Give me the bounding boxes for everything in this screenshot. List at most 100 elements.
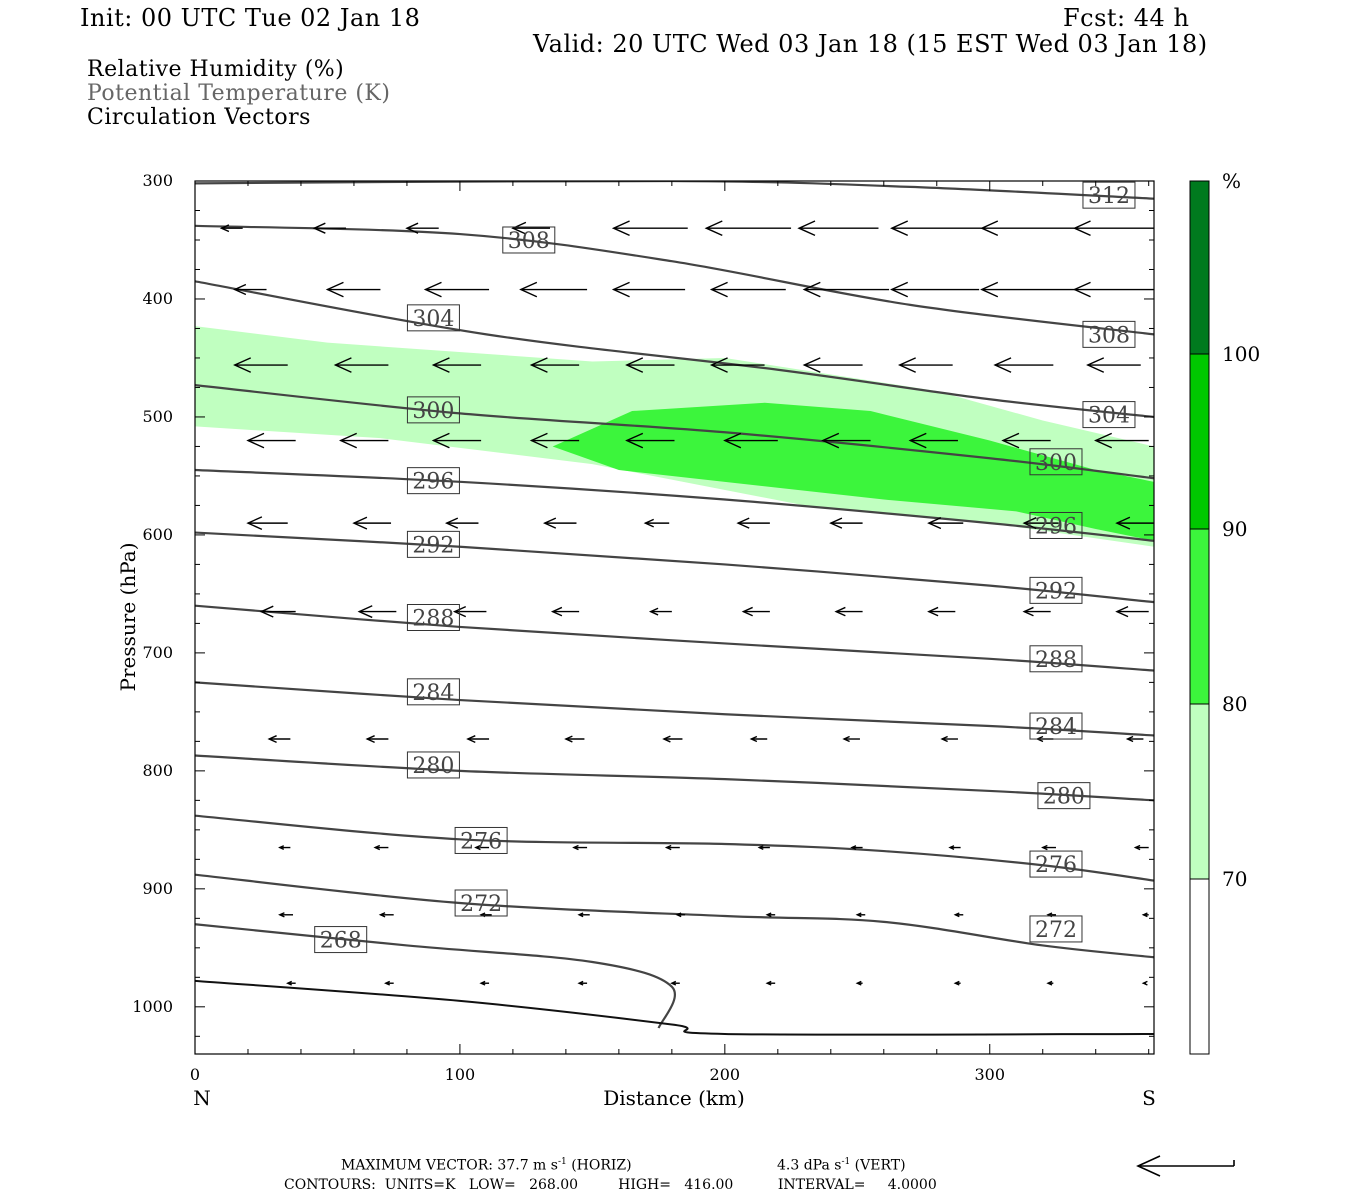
vector-head xyxy=(444,517,459,529)
vector-head xyxy=(709,357,728,373)
vector-arrow xyxy=(1041,844,1056,851)
contours-info: CONTOURS: UNITS=K LOW= 268.00 HIGH= 416.… xyxy=(284,1177,937,1193)
vector-head xyxy=(1041,844,1048,851)
contour-label-text: 272 xyxy=(460,892,502,917)
vector-arrow xyxy=(1141,912,1149,918)
contour-label-text: 292 xyxy=(1035,579,1077,604)
vector-arrow xyxy=(625,357,675,373)
vector-head xyxy=(704,220,723,237)
theta-contour-layer xyxy=(195,181,1154,1036)
vector-arrow xyxy=(479,980,490,986)
vector-arrow xyxy=(662,735,683,743)
vector-head xyxy=(365,735,375,743)
contour-label-box xyxy=(406,678,460,706)
theta-contour-308 xyxy=(195,224,1154,336)
vector-arrow xyxy=(1072,220,1154,237)
vector-head xyxy=(278,912,285,918)
vector-head xyxy=(325,281,344,298)
theta-contour-268 xyxy=(195,923,676,1029)
vector-head xyxy=(423,281,442,298)
vector-head xyxy=(267,735,277,743)
contour-label-text: 296 xyxy=(1035,514,1077,539)
colorbar-segment xyxy=(1190,529,1209,704)
vector-arrow xyxy=(765,912,776,918)
vector-arrow xyxy=(709,281,786,298)
vector-arrow xyxy=(1094,432,1149,449)
vector-head xyxy=(953,980,960,986)
theta-contour-272 xyxy=(195,873,1154,959)
vector-head xyxy=(834,606,846,617)
vector-arrow xyxy=(993,357,1054,373)
x-end-label-north: N xyxy=(193,1086,211,1110)
max-vector-label: MAXIMUM VECTOR: 37.7 m s xyxy=(341,1157,558,1174)
vector-head xyxy=(519,281,538,298)
vector-head xyxy=(953,912,960,918)
contour-label-text: 304 xyxy=(1088,404,1130,429)
vector-arrow xyxy=(246,516,288,531)
contour-label-text: 288 xyxy=(412,607,454,632)
contour-label-box xyxy=(1029,448,1083,476)
x-end-label-south: S xyxy=(1142,1086,1156,1110)
valid-time: Valid: 20 UTC Wed 03 Jan 18 (15 EST Wed … xyxy=(533,30,1208,58)
colorbar-label: 80 xyxy=(1222,692,1247,716)
vector-arrow xyxy=(378,912,394,918)
vector-head xyxy=(1115,516,1131,530)
vert-vector-text: 4.3 dPa s-1 (VERT) xyxy=(777,1157,906,1174)
max-vector-unit-sup: -1 xyxy=(557,1157,567,1167)
vector-arrow xyxy=(890,281,980,298)
colorbar-segment xyxy=(1190,879,1209,1054)
vector-arrow xyxy=(802,281,890,298)
contour-label-box xyxy=(406,304,460,332)
contour-label-284: 284 xyxy=(406,678,460,706)
vector-arrow xyxy=(611,220,688,237)
vector-arrow xyxy=(233,283,267,296)
reference-vector-head xyxy=(1136,1155,1161,1177)
legend-rh: Relative Humidity (%) xyxy=(87,57,345,82)
contour-label-text: 292 xyxy=(412,533,454,558)
vector-head xyxy=(378,912,386,918)
vector-arrow xyxy=(511,221,550,235)
vector-arrow xyxy=(948,845,961,850)
reference-vector xyxy=(1136,1155,1235,1177)
vector-arrow xyxy=(384,980,394,986)
vector-head xyxy=(821,432,840,449)
vector-head xyxy=(1125,735,1134,743)
vector-arrow xyxy=(704,220,792,237)
vector-arrow xyxy=(675,912,686,918)
contour-label-300: 300 xyxy=(406,396,460,424)
vector-head xyxy=(286,980,293,986)
contour-label-text: 300 xyxy=(412,399,454,424)
contour-label-box xyxy=(454,889,508,917)
vector-head xyxy=(625,357,644,373)
colorbar-label: 90 xyxy=(1222,517,1247,541)
y-tick-label: 1000 xyxy=(132,997,173,1016)
vector-arrow xyxy=(357,605,397,619)
vector-arrow xyxy=(405,222,439,234)
contour-label-box xyxy=(314,926,368,954)
vector-head xyxy=(741,606,753,617)
vector-arrow xyxy=(1046,980,1054,986)
colorbar-label: 70 xyxy=(1222,867,1247,891)
vector-arrow xyxy=(648,607,672,616)
contour-label-284: 284 xyxy=(1029,712,1083,740)
contour-label-288: 288 xyxy=(406,604,460,632)
vector-head xyxy=(1072,281,1091,298)
vector-arrow xyxy=(842,735,860,743)
contour-label-280: 280 xyxy=(1037,782,1091,810)
vector-head xyxy=(529,357,548,373)
vector-head xyxy=(1141,912,1148,918)
vector-arrow xyxy=(278,845,291,850)
horiz-label: (HORIZ) xyxy=(566,1157,632,1174)
y-tick-label: 400 xyxy=(142,289,173,308)
vector-head xyxy=(1133,844,1141,851)
vector-arrow xyxy=(1086,357,1141,373)
vector-arrow xyxy=(431,432,482,449)
vector-head xyxy=(948,845,955,850)
contour-label-304: 304 xyxy=(406,304,460,332)
y-tick-label: 700 xyxy=(142,643,173,662)
vector-head xyxy=(219,224,230,233)
vector-head xyxy=(625,432,644,449)
vector-arrow xyxy=(365,735,389,743)
vector-head xyxy=(1001,432,1020,449)
vector-head xyxy=(511,221,527,235)
